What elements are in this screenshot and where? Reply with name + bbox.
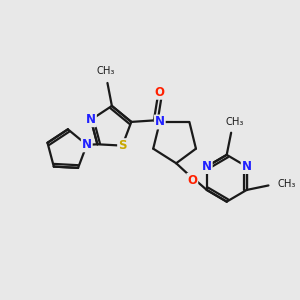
Text: N: N [86, 113, 96, 126]
Text: O: O [154, 86, 164, 99]
Text: S: S [118, 139, 127, 152]
Text: O: O [187, 174, 197, 187]
Text: N: N [155, 116, 165, 128]
Text: N: N [242, 160, 252, 173]
Text: CH₃: CH₃ [278, 179, 296, 189]
Text: N: N [82, 138, 92, 152]
Text: N: N [202, 160, 212, 173]
Text: CH₃: CH₃ [226, 117, 244, 127]
Text: CH₃: CH₃ [97, 66, 115, 76]
